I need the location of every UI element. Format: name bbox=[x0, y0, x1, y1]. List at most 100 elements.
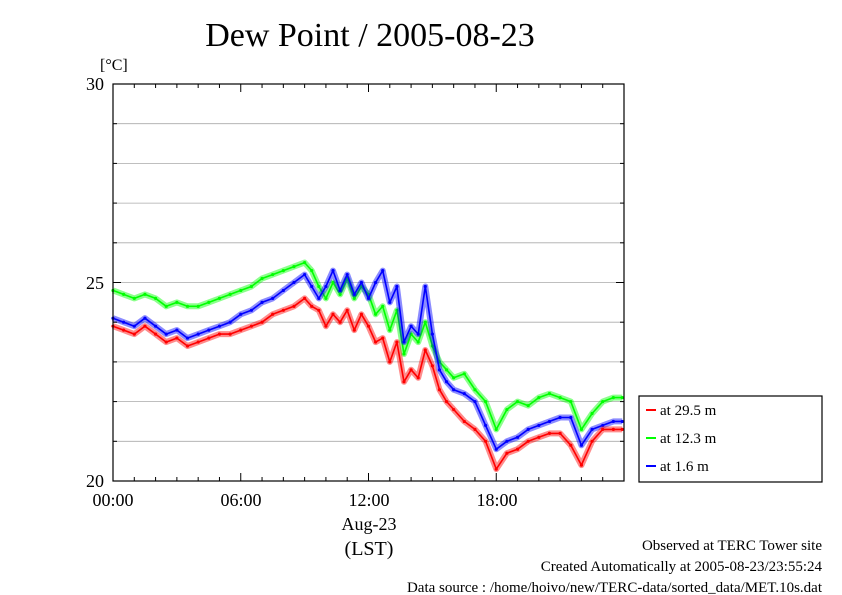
data-point-at-12-3-m-19 bbox=[310, 268, 314, 273]
data-point-at-12-3-m-46 bbox=[526, 403, 530, 408]
data-point-at-29-5-m-15 bbox=[271, 312, 275, 316]
data-point-at-12-3-m-44 bbox=[505, 407, 509, 412]
data-point-at-1-6-m-35 bbox=[423, 284, 427, 289]
data-point-at-1-6-m-9 bbox=[207, 328, 211, 332]
data-point-at-29-5-m-38 bbox=[444, 400, 449, 404]
data-point-at-1-6-m-49 bbox=[558, 415, 562, 420]
x-date-label: Aug-23 bbox=[342, 514, 397, 534]
x-tick-label-1800: 18:00 bbox=[476, 490, 517, 510]
data-point-at-12-3-m-47 bbox=[537, 396, 541, 400]
data-point-at-1-6-m-5 bbox=[164, 332, 168, 336]
data-point-at-1-6-m-38 bbox=[444, 380, 449, 384]
data-point-at-12-3-m-8 bbox=[196, 304, 200, 308]
data-point-at-12-3-m-12 bbox=[239, 288, 243, 293]
data-point-at-12-3-m-48 bbox=[547, 392, 552, 396]
data-point-at-12-3-m-4 bbox=[153, 296, 158, 300]
data-point-at-12-3-m-39 bbox=[452, 376, 456, 380]
data-point-at-12-3-m-45 bbox=[515, 400, 520, 404]
data-point-at-1-6-m-46 bbox=[526, 427, 530, 431]
chart-title: Dew Point / 2005-08-23 bbox=[205, 17, 535, 54]
data-point-at-1-6-m-37 bbox=[437, 368, 442, 372]
data-point-at-29-5-m-18 bbox=[303, 296, 307, 300]
data-point-at-1-6-m-2 bbox=[132, 324, 136, 328]
data-point-at-12-3-m-28 bbox=[373, 312, 378, 316]
data-point-at-29-5-m-27 bbox=[366, 324, 371, 328]
data-point-at-29-5-m-23 bbox=[338, 320, 342, 324]
data-point-at-12-3-m-43 bbox=[494, 427, 498, 431]
data-point-at-12-3-m-55 bbox=[620, 396, 624, 400]
data-point-at-29-5-m-28 bbox=[373, 340, 378, 344]
data-point-at-1-6-m-17 bbox=[292, 280, 296, 285]
data-point-at-29-5-m-44 bbox=[505, 451, 509, 455]
data-point-at-12-3-m-16 bbox=[281, 268, 285, 273]
data-point-at-29-5-m-34 bbox=[416, 376, 420, 380]
x-tick-label-1200: 12:00 bbox=[348, 490, 389, 510]
data-point-at-1-6-m-10 bbox=[217, 324, 222, 328]
data-point-at-1-6-m-3 bbox=[143, 316, 147, 320]
data-point-at-1-6-m-16 bbox=[281, 288, 285, 293]
data-point-at-12-3-m-15 bbox=[271, 272, 275, 277]
footer-created: Created Automatically at 2005-08-23/23:5… bbox=[541, 559, 823, 575]
data-point-at-29-5-m-29 bbox=[381, 336, 385, 340]
data-point-at-29-5-m-1 bbox=[122, 328, 126, 332]
data-point-at-29-5-m-4 bbox=[153, 332, 158, 336]
data-point-at-1-6-m-47 bbox=[537, 423, 541, 428]
data-point-at-12-3-m-25 bbox=[352, 296, 356, 300]
data-point-at-1-6-m-31 bbox=[395, 284, 399, 289]
data-point-at-12-3-m-50 bbox=[569, 400, 573, 404]
series-layer bbox=[111, 259, 624, 473]
data-point-at-1-6-m-54 bbox=[611, 419, 615, 424]
data-point-at-12-3-m-53 bbox=[601, 400, 605, 404]
data-point-at-29-5-m-35 bbox=[423, 348, 427, 352]
data-point-at-1-6-m-34 bbox=[416, 332, 420, 336]
data-point-at-29-5-m-32 bbox=[402, 380, 406, 384]
data-point-at-12-3-m-22 bbox=[331, 280, 335, 285]
legend-box bbox=[638, 395, 823, 483]
data-point-at-29-5-m-8 bbox=[196, 340, 200, 344]
y-axis-label: [°C] bbox=[100, 57, 128, 74]
data-point-at-29-5-m-46 bbox=[526, 439, 530, 443]
axis-ticks bbox=[112, 83, 625, 482]
data-point-at-12-3-m-14 bbox=[260, 276, 264, 281]
data-point-at-1-6-m-28 bbox=[373, 280, 378, 285]
data-point-at-1-6-m-6 bbox=[175, 328, 179, 332]
data-point-at-1-6-m-21 bbox=[324, 284, 328, 289]
data-point-at-29-5-m-43 bbox=[494, 467, 498, 471]
data-point-at-29-5-m-5 bbox=[164, 340, 168, 344]
data-point-at-29-5-m-10 bbox=[217, 332, 222, 336]
series-line-at-12-3-m bbox=[112, 261, 623, 431]
data-point-at-1-6-m-11 bbox=[228, 320, 232, 324]
data-point-at-29-5-m-3 bbox=[143, 324, 147, 328]
data-point-at-1-6-m-4 bbox=[153, 324, 158, 328]
data-point-at-12-3-m-36 bbox=[430, 344, 434, 348]
data-point-at-29-5-m-37 bbox=[437, 388, 442, 392]
data-point-at-29-5-m-51 bbox=[579, 463, 584, 467]
data-point-at-12-3-m-6 bbox=[175, 300, 179, 304]
data-point-at-12-3-m-54 bbox=[611, 396, 615, 400]
data-point-at-12-3-m-41 bbox=[473, 388, 477, 392]
data-point-at-29-5-m-49 bbox=[558, 431, 562, 435]
data-point-at-29-5-m-55 bbox=[620, 427, 624, 431]
data-point-at-12-3-m-3 bbox=[143, 292, 147, 297]
data-point-at-1-6-m-48 bbox=[547, 419, 552, 424]
data-point-at-12-3-m-42 bbox=[484, 400, 488, 404]
data-point-at-1-6-m-25 bbox=[352, 292, 356, 297]
footer-data-source: Data source : /home/hoivo/new/TERC-data/… bbox=[407, 580, 823, 595]
data-point-at-1-6-m-19 bbox=[310, 284, 314, 289]
data-point-at-1-6-m-40 bbox=[462, 392, 466, 396]
data-point-at-12-3-m-34 bbox=[416, 340, 420, 344]
data-point-at-1-6-m-44 bbox=[505, 439, 509, 443]
data-point-at-1-6-m-42 bbox=[484, 423, 488, 428]
y-tick-label-25: 25 bbox=[86, 273, 104, 293]
data-point-at-1-6-m-30 bbox=[388, 300, 392, 304]
data-point-at-29-5-m-47 bbox=[537, 435, 541, 439]
data-point-at-1-6-m-1 bbox=[122, 320, 126, 324]
data-point-at-29-5-m-50 bbox=[569, 443, 573, 447]
data-point-at-1-6-m-7 bbox=[185, 336, 190, 340]
data-point-at-12-3-m-13 bbox=[249, 284, 253, 289]
x-tick-label-0600: 06:00 bbox=[220, 490, 261, 510]
data-point-at-1-6-m-39 bbox=[452, 388, 456, 392]
data-point-at-1-6-m-15 bbox=[271, 296, 275, 300]
data-point-at-1-6-m-29 bbox=[381, 268, 385, 273]
data-point-at-29-5-m-39 bbox=[452, 407, 456, 412]
